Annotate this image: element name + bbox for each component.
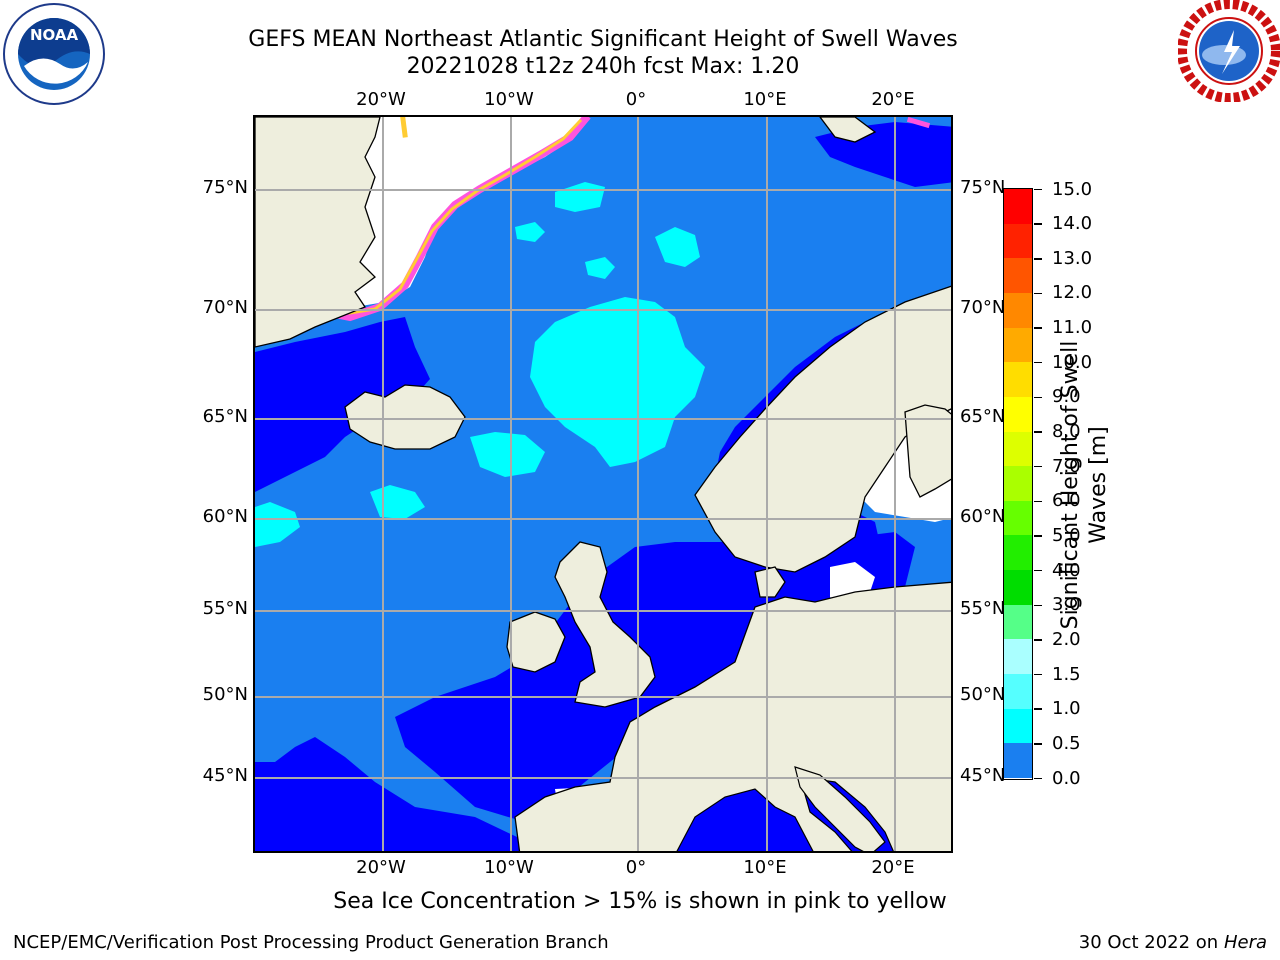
colorbar-tick [1034, 708, 1042, 710]
lat-label-left-45n: 45°N [202, 765, 248, 786]
italy [794, 766, 886, 851]
lat-label-left-75n: 75°N [202, 177, 248, 198]
lat-label-left-50n: 50°N [202, 684, 248, 705]
colorbar-tick [1034, 673, 1042, 676]
map-caption: Sea Ice Concentration > 15% is shown in … [333, 889, 947, 914]
colorbar-tick-label: 3.0 [1052, 594, 1081, 616]
colorbar-segment [1004, 189, 1032, 225]
colorbar-tick-label: 1.0 [1052, 698, 1081, 720]
lon-label-top-20e: 20°E [871, 89, 915, 110]
lon-label-bottom-10e: 10°E [743, 857, 787, 878]
lat-label-left-55n: 55°N [202, 598, 248, 619]
colorbar-segment [1004, 223, 1032, 259]
colorbar-tick-label: 9.0 [1052, 386, 1081, 408]
lon-label-top-10e: 10°E [743, 89, 787, 110]
lon-label-bottom-10w: 10°W [484, 857, 534, 878]
title-line-2: 20221028 t12z 240h fcst Max: 1.20 [406, 54, 800, 79]
colorbar-tick [1034, 292, 1042, 295]
colorbar [1003, 188, 1033, 780]
footer-date-text: 30 Oct 2022 on [1078, 932, 1224, 953]
colorbar-tick-label: 8.0 [1052, 421, 1081, 443]
lon-label-top-0: 0° [625, 89, 647, 110]
colorbar-segment [1004, 258, 1032, 294]
colorbar-segment [1004, 535, 1032, 571]
colorbar-title: Significant Height of Swell Waves [m] [1057, 315, 1113, 655]
footer-credit: NCEP/EMC/Verification Post Processing Pr… [13, 932, 609, 953]
lon-label-bottom-20e: 20°E [871, 857, 915, 878]
colorbar-tick [1034, 569, 1042, 572]
colorbar-tick [1034, 465, 1042, 468]
colorbar-tick [1034, 777, 1042, 780]
colorbar-tick-label: 6.0 [1052, 490, 1081, 512]
colorbar-tick-label: 15.0 [1052, 178, 1093, 200]
colorbar-tick-label: 2.0 [1052, 628, 1081, 650]
footer-host: Hera [1223, 932, 1267, 953]
footer-date: 30 Oct 2022 on Hera [1079, 932, 1267, 953]
land-areas [255, 117, 951, 851]
colorbar-tick [1034, 431, 1042, 433]
colorbar-tick-label: 5.0 [1052, 524, 1081, 546]
colorbar-tick-label: 11.0 [1052, 317, 1093, 339]
title-line-1: GEFS MEAN Northeast Atlantic Significant… [248, 27, 958, 52]
colorbar-tick-label: 12.0 [1052, 282, 1093, 304]
colorbar-segment [1004, 327, 1032, 363]
colorbar-tick [1034, 604, 1042, 606]
lon-label-bottom-0: 0° [625, 857, 647, 878]
colorbar-segment [1004, 570, 1032, 606]
colorbar-tick-label: 0.5 [1052, 732, 1081, 754]
lat-label-right-75n: 75°N [960, 177, 1006, 198]
noaa-logo-text: NOAA [30, 26, 79, 44]
colorbar-tick [1034, 639, 1042, 641]
lat-label-right-50n: 50°N [960, 684, 1006, 705]
lat-label-right-60n: 60°N [960, 506, 1006, 527]
colorbar-segment [1004, 431, 1032, 467]
lat-label-right-65n: 65°N [960, 406, 1006, 427]
colorbar-tick-label: 10.0 [1052, 351, 1093, 373]
map-panel [253, 115, 953, 853]
colorbar-tick-label: 4.0 [1052, 559, 1081, 581]
lon-label-top-20w: 20°W [356, 89, 406, 110]
chart-title: GEFS MEAN Northeast Atlantic Significant… [200, 26, 1006, 80]
colorbar-tick [1034, 743, 1042, 745]
colorbar-tick-label: 1.5 [1052, 663, 1081, 685]
colorbar-segment [1004, 674, 1032, 710]
colorbar-segment [1004, 396, 1032, 433]
colorbar-segment [1004, 466, 1032, 502]
colorbar-segment [1004, 500, 1032, 536]
lat-label-left-65n: 65°N [202, 406, 248, 427]
colorbar-segment [1004, 362, 1032, 398]
lat-label-left-60n: 60°N [202, 506, 248, 527]
colorbar-title-line-1: Significant Height of Swell [1058, 340, 1083, 630]
colorbar-segment [1004, 639, 1032, 675]
lat-label-left-70n: 70°N [202, 297, 248, 318]
lat-label-right-70n: 70°N [960, 297, 1006, 318]
colorbar-tick [1034, 500, 1042, 503]
colorbar-tick-label: 0.0 [1052, 767, 1081, 789]
colorbar-segment [1004, 708, 1032, 744]
graticule [255, 117, 951, 851]
colorbar-segment [1004, 743, 1032, 779]
colorbar-tick-label: 13.0 [1052, 247, 1093, 269]
nws-logo [1178, 0, 1280, 102]
colorbar-tick [1034, 188, 1042, 191]
colorbar-tick [1034, 327, 1042, 329]
map-canvas [255, 117, 951, 851]
lon-label-top-10w: 10°W [484, 89, 534, 110]
colorbar-tick [1034, 223, 1042, 225]
colorbar-tick [1034, 396, 1042, 399]
colorbar-tick [1034, 361, 1042, 364]
colorbar-tick [1034, 258, 1042, 260]
colorbar-segment [1004, 292, 1032, 329]
colorbar-tick-label: 7.0 [1052, 455, 1081, 477]
colorbar-title-line-2: Waves [m] [1086, 426, 1111, 544]
lat-label-right-55n: 55°N [960, 598, 1006, 619]
noaa-logo: NOAA [3, 3, 105, 105]
high-swell-areas [255, 182, 705, 547]
colorbar-tick [1034, 535, 1042, 537]
colorbar-segment [1004, 604, 1032, 640]
lat-label-right-45n: 45°N [960, 765, 1006, 786]
lon-label-bottom-20w: 20°W [356, 857, 406, 878]
colorbar-tick-label: 14.0 [1052, 213, 1093, 235]
